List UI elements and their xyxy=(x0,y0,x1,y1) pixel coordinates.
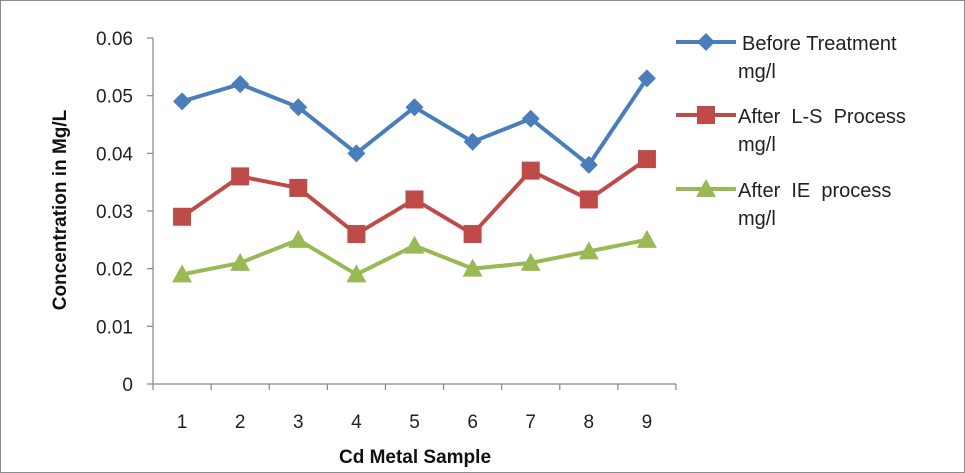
y-tick-label: 0.03 xyxy=(96,202,133,223)
data-point xyxy=(172,264,193,283)
data-point xyxy=(230,252,251,271)
data-point xyxy=(405,98,424,117)
legend-swatch-marker xyxy=(697,106,715,124)
data-point xyxy=(404,235,425,254)
x-tick-label: 9 xyxy=(642,412,653,433)
legend-item-2: After L-S Process mg/l xyxy=(676,106,906,156)
data-point xyxy=(521,109,540,128)
legend-label-line: mg/l xyxy=(738,61,776,83)
series-group xyxy=(172,69,657,283)
series-1 xyxy=(173,69,656,174)
legend-item-1: Before Treatment mg/l xyxy=(676,33,897,83)
data-point xyxy=(289,178,308,197)
data-point xyxy=(521,161,540,180)
x-tick-label: 4 xyxy=(351,412,362,433)
data-point xyxy=(579,155,598,174)
y-tick-label: 0 xyxy=(122,375,133,396)
data-point xyxy=(288,229,309,248)
legend-swatch-marker xyxy=(697,33,715,51)
legend-item-3: After IE process mg/l xyxy=(676,179,891,230)
data-point xyxy=(347,225,366,244)
data-point xyxy=(405,190,424,209)
series-3 xyxy=(172,229,657,283)
data-point xyxy=(578,241,599,260)
x-tick-label: 6 xyxy=(467,412,478,433)
data-point xyxy=(346,264,367,283)
y-tick-label: 0.01 xyxy=(96,317,133,338)
x-tick-label: 1 xyxy=(177,412,188,433)
legend-label-line: After L-S Process xyxy=(738,106,906,128)
data-point xyxy=(463,132,482,151)
series-2 xyxy=(173,150,656,244)
data-point xyxy=(289,98,308,117)
x-tick-label: 8 xyxy=(584,412,595,433)
data-point xyxy=(173,92,192,111)
x-tick-label: 2 xyxy=(235,412,246,433)
data-point xyxy=(231,75,250,94)
data-point xyxy=(636,229,657,248)
legend-swatch-marker xyxy=(696,179,716,197)
data-point xyxy=(463,225,482,244)
y-tick-label: 0.02 xyxy=(96,260,133,281)
legend-label-line: After IE process xyxy=(738,180,891,202)
x-tick-label: 5 xyxy=(409,412,420,433)
x-tick-labels: 1 2 3 4 5 6 7 8 9 xyxy=(177,412,652,433)
y-tick-label: 0.06 xyxy=(96,29,133,50)
y-tick-label: 0.05 xyxy=(96,87,133,108)
legend-label-line: mg/l xyxy=(738,134,776,156)
x-tick-label: 7 xyxy=(525,412,536,433)
x-tick-label: 3 xyxy=(293,412,304,433)
legend: Before Treatment mg/l After L-S Process mg/… xyxy=(676,33,906,230)
data-point xyxy=(462,258,483,277)
x-axis-title: Cd Metal Sample xyxy=(339,447,491,468)
legend-label-line: mg/l xyxy=(738,208,776,230)
data-point xyxy=(637,150,656,169)
data-point xyxy=(347,144,366,163)
axes xyxy=(147,37,677,390)
series-line xyxy=(181,77,649,167)
data-point xyxy=(637,69,656,88)
data-point xyxy=(579,190,598,209)
data-point xyxy=(520,252,541,271)
legend-label-line: Before Treatment xyxy=(742,33,897,55)
y-tick-label: 0.04 xyxy=(96,144,133,165)
data-point xyxy=(173,207,192,226)
data-point xyxy=(231,167,250,186)
y-tick-labels: 0 0.01 0.02 0.03 0.04 0.05 0.06 xyxy=(96,29,133,396)
y-axis-title: Concentration in Mg/L xyxy=(50,109,71,310)
